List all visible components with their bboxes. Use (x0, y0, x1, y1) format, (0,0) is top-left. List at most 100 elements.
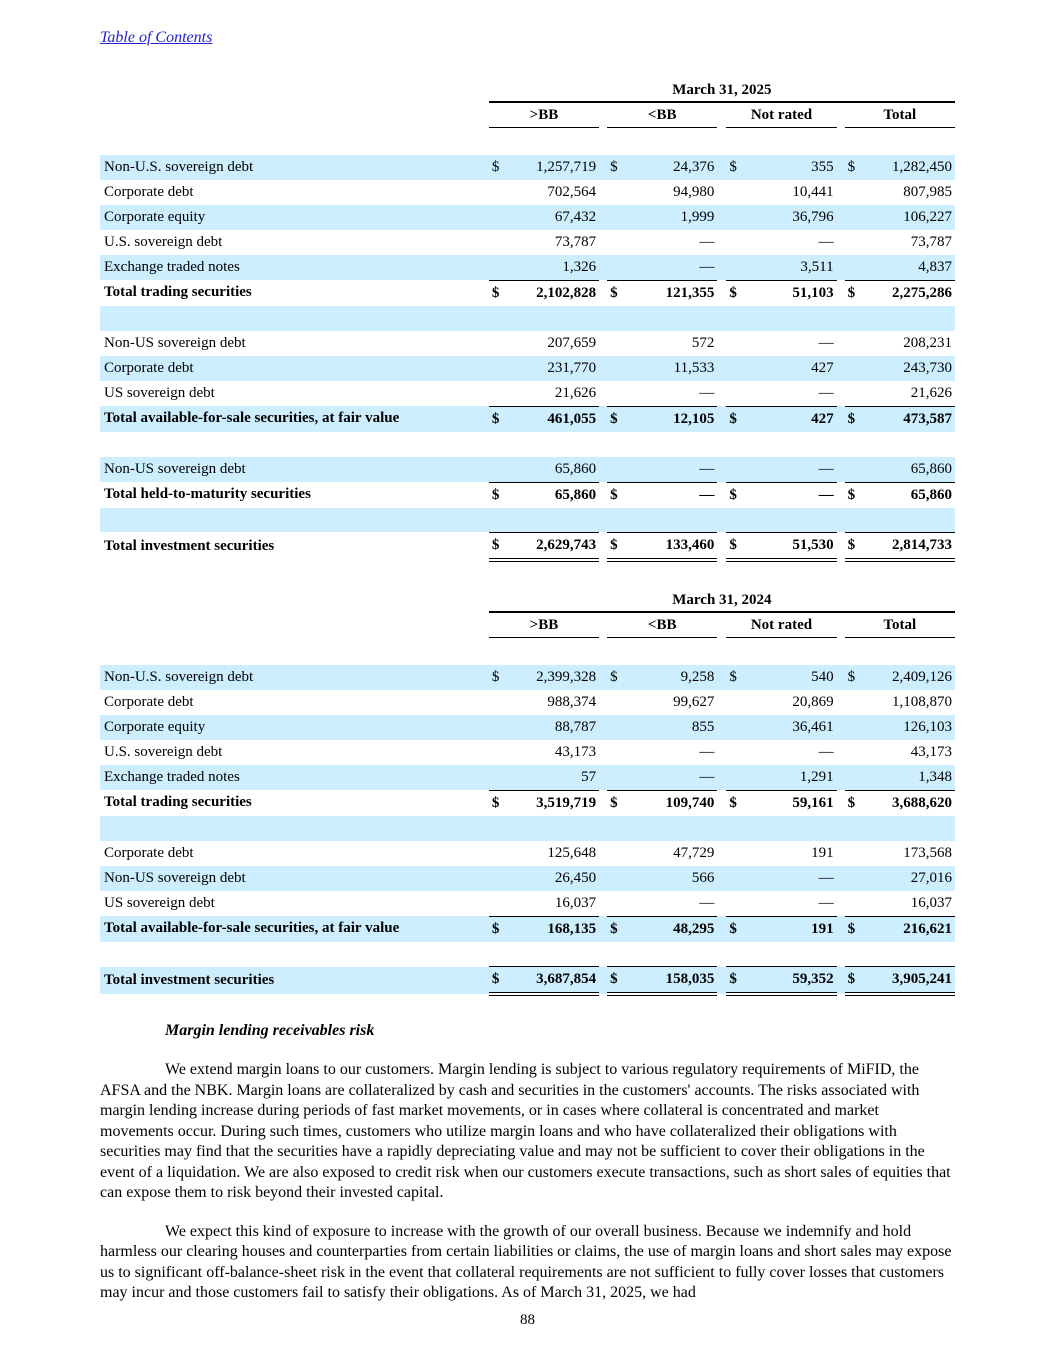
row-label: Exchange traded notes (100, 764, 489, 790)
currency-cell (607, 204, 630, 230)
row-label: Total held-to-maturity securities (104, 486, 311, 503)
currency-cell (489, 331, 511, 356)
col-header: >BB (488, 612, 600, 638)
value-cell: — (818, 334, 834, 351)
currency-cell: $ (844, 405, 867, 432)
value-cell: 94,980 (673, 183, 715, 200)
value-cell: 21,626 (554, 384, 597, 401)
value-cell: 65,860 (510, 481, 600, 508)
value-cell: 243,730 (866, 355, 955, 381)
currency-cell: $ (607, 664, 630, 690)
currency-cell: $ (726, 966, 749, 996)
value-cell: 9,258 (629, 664, 718, 690)
value-cell: 59,161 (748, 789, 837, 816)
value-cell: — (699, 233, 715, 250)
currency-cell: $ (726, 154, 749, 180)
value-cell: 2,399,328 (510, 664, 600, 690)
margin-lending-paragraph-2: We expect this kind of exposure to incre… (100, 1222, 952, 1302)
value-cell: 125,648 (547, 844, 597, 861)
value-cell: 121,355 (629, 279, 718, 306)
value-cell: 106,227 (866, 204, 955, 230)
currency-cell (726, 254, 749, 280)
value-cell: 43,173 (910, 743, 952, 760)
value-cell: 57 (510, 764, 600, 790)
value-cell: 65,860 (866, 481, 955, 508)
currency-cell (488, 714, 511, 740)
value-cell: 2,629,743 (510, 532, 600, 562)
value-cell: 207,659 (547, 334, 597, 351)
col-header: Total (844, 612, 955, 638)
currency-cell: $ (607, 279, 630, 306)
value-cell: 427 (748, 405, 837, 432)
value-cell: 1,257,719 (510, 154, 600, 180)
value-cell: 988,374 (547, 693, 597, 710)
blank-row (100, 432, 955, 457)
currency-cell (844, 764, 867, 790)
currency-cell (607, 355, 630, 381)
value-cell: — (818, 894, 834, 911)
value-cell: 191 (748, 915, 837, 942)
value-cell: 10,441 (792, 183, 834, 200)
value-cell: 807,985 (903, 183, 952, 200)
currency-cell: $ (844, 789, 867, 816)
currency-cell (489, 180, 511, 205)
row-label: Total trading securities (104, 284, 252, 301)
currency-cell (607, 865, 630, 891)
col-header: <BB (607, 612, 718, 638)
col-header: Not rated (726, 612, 837, 638)
value-cell: 73,787 (554, 233, 597, 250)
currency-cell: $ (488, 789, 511, 816)
value-cell: — (818, 384, 834, 401)
currency-cell: $ (607, 481, 630, 508)
blank-row (100, 942, 955, 967)
row-label: Corporate debt (104, 693, 194, 710)
value-cell: 51,103 (748, 279, 837, 306)
value-cell: 36,796 (748, 204, 837, 230)
currency-cell (726, 841, 748, 866)
value-cell: 461,055 (510, 405, 600, 432)
currency-cell (726, 355, 749, 381)
value-cell: 2,409,126 (866, 664, 955, 690)
value-cell: 158,035 (629, 966, 718, 996)
value-cell: 1,348 (866, 764, 955, 790)
currency-cell: $ (844, 154, 867, 180)
currency-cell: $ (726, 915, 749, 942)
currency-cell (726, 690, 748, 715)
col-header: <BB (607, 102, 718, 128)
value-cell: 208,231 (903, 334, 952, 351)
currency-cell (488, 764, 511, 790)
value-cell: 566 (629, 865, 718, 891)
col-header: >BB (488, 102, 600, 128)
currency-cell: $ (726, 481, 749, 508)
currency-cell (726, 180, 748, 205)
value-cell: 16,037 (554, 894, 597, 911)
margin-lending-paragraph-1: We extend margin loans to our customers.… (100, 1061, 951, 1201)
currency-cell (488, 865, 511, 891)
value-cell: 51,530 (748, 532, 837, 562)
col-header: Total (844, 102, 955, 128)
value-cell: 26,450 (510, 865, 600, 891)
currency-cell: $ (607, 405, 630, 432)
currency-cell: $ (488, 532, 511, 562)
table-of-contents-link[interactable]: Table of Contents (100, 29, 213, 46)
value-cell: 65,860 (510, 456, 600, 482)
currency-cell (844, 204, 867, 230)
value-cell: 540 (748, 664, 837, 690)
currency-cell: $ (844, 966, 867, 996)
currency-cell (489, 690, 511, 715)
row-label: Total trading securities (104, 794, 252, 811)
value-cell: — (629, 764, 718, 790)
value-cell: 1,999 (629, 204, 718, 230)
period-header: March 31, 2025 (488, 80, 955, 103)
value-cell: 355 (748, 154, 837, 180)
row-label: Exchange traded notes (100, 254, 489, 280)
value-cell: 1,108,870 (892, 693, 952, 710)
currency-cell (607, 254, 630, 280)
row-label: Corporate debt (100, 355, 489, 381)
row-label: Non-US sovereign debt (100, 865, 489, 891)
currency-cell (845, 230, 867, 255)
currency-cell: $ (488, 966, 511, 996)
value-cell: — (699, 743, 715, 760)
document-page: Table of Contents March 31, 2025 >BB <BB No… (100, 29, 955, 1328)
value-cell: — (748, 456, 837, 482)
